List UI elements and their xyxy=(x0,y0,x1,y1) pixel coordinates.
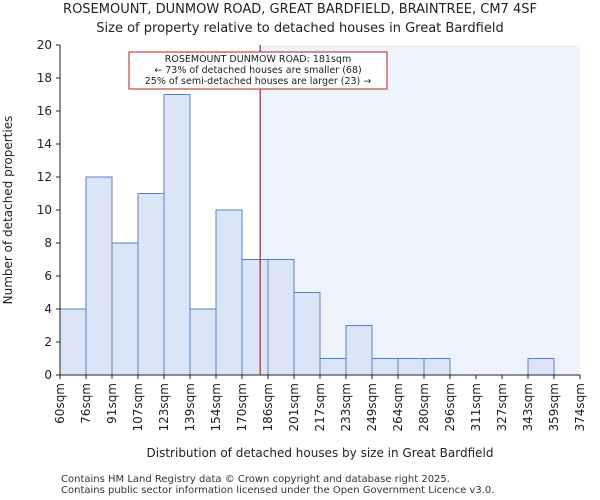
x-tick-label: 170sqm xyxy=(235,383,249,431)
y-tick-label: 6 xyxy=(44,269,52,283)
histogram-bar xyxy=(85,176,113,376)
histogram-bar xyxy=(163,94,191,376)
chart-subtitle: Size of property relative to detached ho… xyxy=(96,21,504,36)
x-tick-label: 280sqm xyxy=(417,383,431,431)
y-tick-label: 12 xyxy=(37,170,52,184)
y-tick-label: 14 xyxy=(37,137,52,151)
annotation-box xyxy=(128,51,388,90)
y-tick-label: 10 xyxy=(37,203,52,217)
histogram-bar xyxy=(423,358,451,376)
chart-title: ROSEMOUNT, DUNMOW ROAD, GREAT BARDFIELD,… xyxy=(63,2,537,17)
footer-licence: Contains public sector information licen… xyxy=(61,485,495,496)
histogram-bar xyxy=(241,259,269,376)
annotation-line-2: ← 73% of detached houses are smaller (68… xyxy=(154,65,361,76)
x-tick-label: 107sqm xyxy=(131,383,145,431)
footer-copyright: Contains HM Land Registry data © Crown c… xyxy=(61,474,450,485)
histogram-bar xyxy=(111,242,139,376)
x-tick-label: 91sqm xyxy=(105,383,119,424)
histogram-bar xyxy=(137,193,165,376)
x-tick-label: 123sqm xyxy=(157,383,171,431)
histogram-bar xyxy=(319,358,347,376)
y-tick-label: 0 xyxy=(44,368,52,382)
histogram-bar xyxy=(371,358,399,376)
x-tick-label: 60sqm xyxy=(53,383,67,424)
y-tick-label: 18 xyxy=(37,71,52,85)
x-tick-label: 154sqm xyxy=(209,383,223,431)
y-tick-label: 4 xyxy=(44,302,52,316)
x-tick-label: 343sqm xyxy=(521,383,535,431)
x-tick-label: 76sqm xyxy=(79,383,93,424)
x-tick-label: 311sqm xyxy=(469,383,483,431)
y-tick-label: 8 xyxy=(44,236,52,250)
histogram-bar xyxy=(59,308,87,376)
x-tick-label: 249sqm xyxy=(365,383,379,431)
x-tick-label: 201sqm xyxy=(287,383,301,431)
histogram-bar xyxy=(397,358,425,376)
histogram-bar xyxy=(527,358,555,376)
x-tick-label: 327sqm xyxy=(495,383,509,431)
y-tick-label: 20 xyxy=(37,38,52,52)
histogram-bar xyxy=(293,292,321,376)
x-axis-title: Distribution of detached houses by size … xyxy=(147,446,494,460)
x-tick-label: 359sqm xyxy=(547,383,561,431)
y-tick-label: 16 xyxy=(37,104,52,118)
x-tick-label: 139sqm xyxy=(183,383,197,431)
y-tick-label: 2 xyxy=(44,335,52,349)
x-tick-label: 296sqm xyxy=(443,383,457,431)
histogram-bar xyxy=(215,209,243,376)
annotation-line-3: 25% of semi-detached houses are larger (… xyxy=(145,76,372,87)
annotation-line-1: ROSEMOUNT DUNMOW ROAD: 181sqm xyxy=(165,54,351,65)
x-tick-label: 217sqm xyxy=(313,383,327,431)
histogram-bar xyxy=(189,308,217,376)
histogram-bar xyxy=(345,325,373,376)
y-axis-title: Number of detached properties xyxy=(1,116,15,305)
x-tick-label: 264sqm xyxy=(391,383,405,431)
x-tick-label: 186sqm xyxy=(261,383,275,431)
x-tick-label: 374sqm xyxy=(573,383,587,431)
x-tick-label: 233sqm xyxy=(339,383,353,431)
histogram-bar xyxy=(267,259,295,376)
